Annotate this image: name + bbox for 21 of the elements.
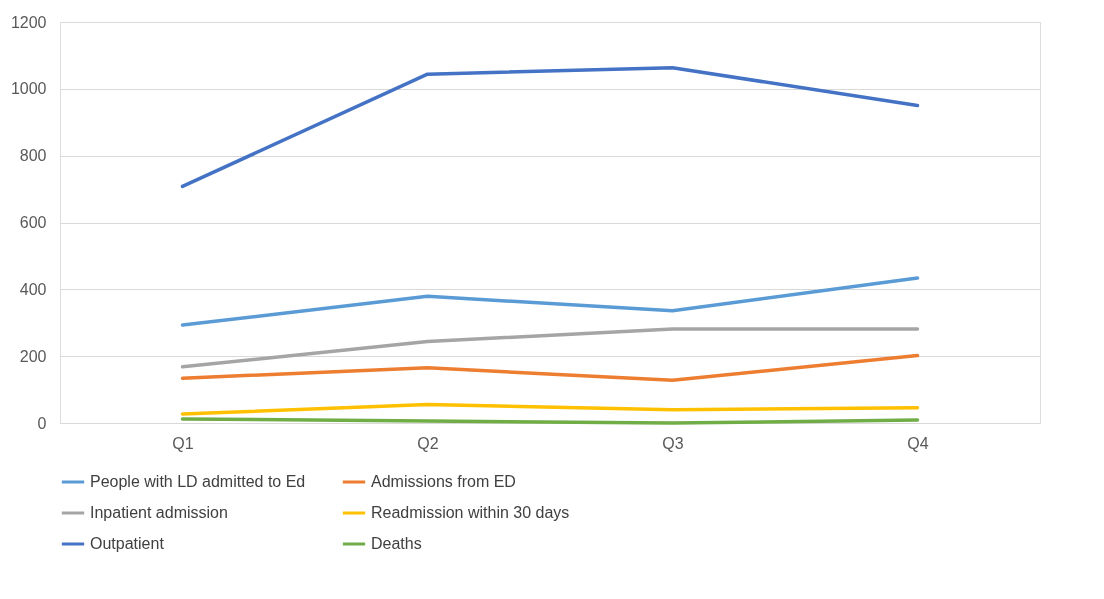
y-tick-label: 200 [19,347,47,365]
legend-label: Deaths [371,535,422,552]
line-series [180,66,920,189]
line-series [180,353,920,382]
y-tick-label: 800 [19,147,47,165]
line-series [180,276,920,327]
x-tick-label: Q2 [417,434,439,452]
x-tick-label: Q3 [662,434,684,452]
x-tick-label: Q1 [172,434,194,452]
y-tick-label: 400 [19,280,47,298]
y-tick-label: 600 [19,214,47,231]
y-tick-label: 1200 [10,13,47,31]
legend-label: Inpatient admission [90,504,228,521]
y-tick-label: 1000 [10,80,47,98]
y-tick-label: 0 [37,414,47,432]
x-tick-label: Q4 [907,434,929,452]
line-series [180,402,920,416]
legend-label: Outpatient [90,535,165,552]
legend-label: People with LD admitted to Ed [90,473,306,490]
legend-label: Admissions from ED [371,473,516,490]
legend-label: Readmission within 30 days [371,504,570,521]
